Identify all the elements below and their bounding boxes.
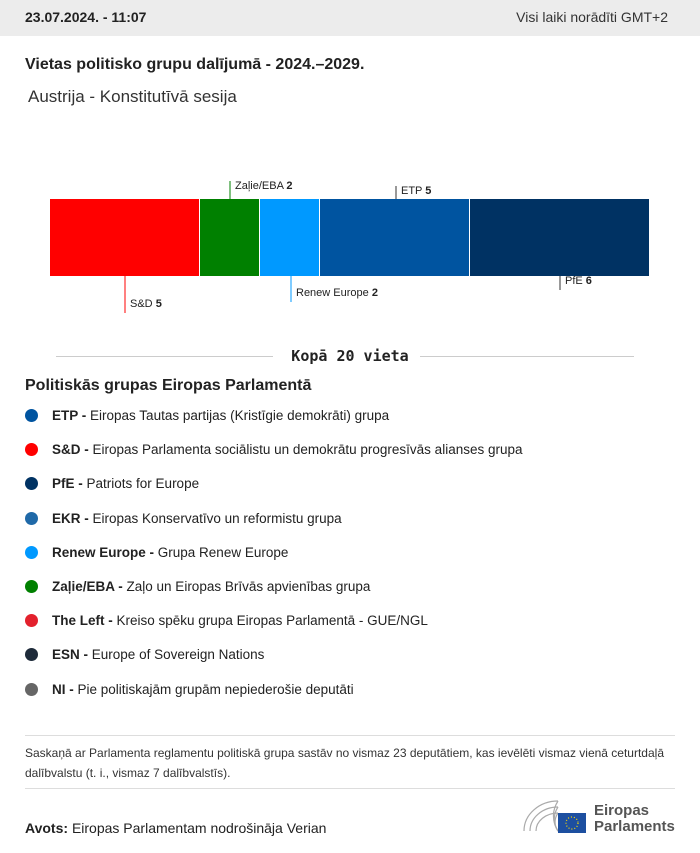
legend-name: Kreiso spēku grupa Eiropas Parlamentā - … — [116, 613, 428, 629]
bar-label: Zaļie/EBA 2 — [235, 180, 292, 192]
legend-item: Renew Europe - Grupa Renew Europe — [25, 545, 288, 560]
legend-abbr: ESN - — [52, 647, 89, 663]
legend-item: EKR - Eiropas Konservatīvo un reformistu… — [25, 511, 342, 526]
legend-title: Politiskās grupas Eiropas Parlamentā — [25, 377, 312, 394]
legend-color-dot — [25, 648, 38, 662]
ep-logo: Eiropas Parlaments — [522, 797, 675, 840]
bar-label: PfE 6 — [565, 275, 592, 287]
seat-bar-chart: S&D 5 Zaļie/EBA 2 Renew Europe 2 ETP 5 PfE 6 — [50, 180, 649, 313]
legend-item: PfE - Patriots for Europe — [25, 476, 199, 491]
bar-label: Renew Europe 2 — [296, 287, 378, 299]
bar-segment — [320, 199, 469, 276]
legend-item: ETP - Eiropas Tautas partijas (Kristīgie… — [25, 408, 389, 423]
parliament-hemicycle-icon — [523, 800, 586, 833]
legend-color-dot — [25, 443, 38, 457]
legend-name: Pie politiskajām grupām nepiederošie dep… — [77, 681, 354, 697]
datetime: 23.07.2024. - 11:07 — [25, 9, 147, 25]
legend-name: Patriots for Europe — [86, 476, 200, 492]
timezone-note: Visi laiki norādīti GMT+2 — [516, 9, 668, 25]
legend-abbr: Renew Europe - — [52, 544, 155, 560]
legend-abbr: PfE - — [52, 476, 83, 492]
legend-abbr: NI - — [52, 681, 74, 697]
legend-item: NI - Pie politiskajām grupām nepiederoši… — [25, 682, 354, 697]
legend-abbr: EKR - — [52, 510, 89, 526]
bar-segment — [50, 199, 199, 276]
legend-color-dot — [25, 580, 38, 593]
logo-line2: Parlaments — [594, 818, 675, 835]
source-label: Avots: — [25, 820, 69, 836]
legend-color-dot — [25, 545, 38, 559]
bar-label: S&D 5 — [130, 298, 162, 310]
divider — [25, 788, 675, 789]
footnote: Saskaņā ar Parlamenta reglamentu politis… — [25, 746, 664, 780]
bar-segment — [260, 199, 319, 276]
bar-segment — [470, 199, 649, 276]
divider — [56, 356, 273, 357]
bar-label: ETP 5 — [401, 185, 431, 197]
logo-line1: Eiropas — [594, 802, 650, 819]
legend-abbr: ETP - — [52, 408, 87, 423]
legend-item: The Left - Kreiso spēku grupa Eiropas Pa… — [25, 613, 428, 628]
legend-item: S&D - Eiropas Parlamenta sociālistu un d… — [25, 442, 523, 457]
legend-item: ESN - Europe of Sovereign Nations — [25, 647, 264, 662]
legend-name: Europe of Sovereign Nations — [91, 647, 265, 663]
page-title: Vietas politisko grupu dalījumā - 2024.–… — [25, 56, 365, 73]
divider — [420, 356, 634, 357]
legend-color-dot — [25, 409, 38, 422]
legend-name: Eiropas Parlamenta sociālistu un demokrā… — [92, 442, 523, 458]
page-subtitle: Austrija - Konstitutīvā sesija — [28, 87, 237, 106]
legend-abbr: Zaļie/EBA - — [52, 579, 123, 594]
legend-name: Zaļo un Eiropas Brīvās apvienības grupa — [126, 579, 371, 594]
source: Avots: Eiropas Parlamentam nodrošināja V… — [25, 820, 326, 836]
legend-color-dot — [25, 614, 38, 628]
bar-segment — [200, 199, 259, 276]
total-seats: Kopā 20 vieta — [291, 347, 409, 365]
source-text: Eiropas Parlamentam nodrošināja Verian — [71, 820, 327, 836]
legend-abbr: The Left - — [52, 613, 113, 629]
divider — [25, 735, 675, 736]
header-bar: 23.07.2024. - 11:07 Visi laiki norādīti … — [0, 0, 700, 36]
legend-color-dot — [25, 511, 38, 525]
legend-color-dot — [25, 477, 38, 491]
legend-abbr: S&D - — [52, 442, 89, 458]
legend-name: Eiropas Tautas partijas (Kristīgie demok… — [90, 408, 390, 423]
legend-color-dot — [25, 682, 38, 696]
legend-item: Zaļie/EBA - Zaļo un Eiropas Brīvās apvie… — [25, 579, 370, 594]
legend-name: Eiropas Konservatīvo un reformistu grupa — [92, 510, 342, 526]
legend-name: Grupa Renew Europe — [157, 544, 289, 560]
